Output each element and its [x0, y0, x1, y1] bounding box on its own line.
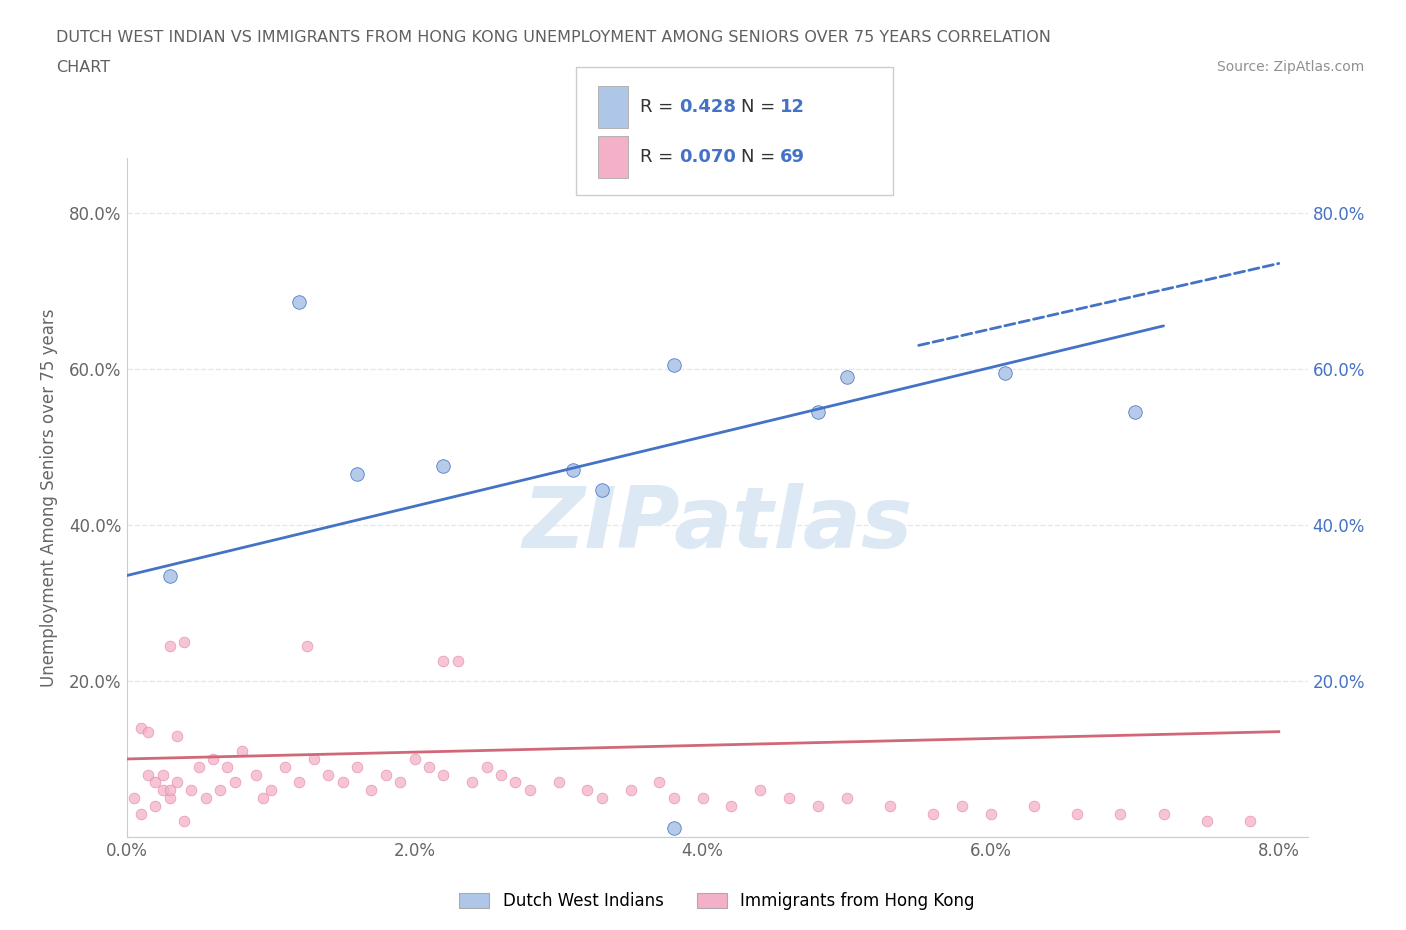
Point [461, 775, 484, 790]
Point [201, 751, 224, 766]
Point [122, 790, 145, 805]
Point [994, 365, 1017, 380]
Point [1109, 806, 1132, 821]
Point [662, 790, 685, 805]
Point [950, 798, 973, 813]
Point [143, 775, 166, 790]
Point [252, 790, 274, 805]
Point [159, 783, 181, 798]
Point [346, 759, 368, 774]
Point [749, 783, 772, 798]
Text: R =: R = [640, 99, 679, 116]
Point [519, 783, 541, 798]
Point [1153, 806, 1175, 821]
Point [662, 357, 685, 372]
Point [259, 783, 281, 798]
Point [620, 783, 643, 798]
Point [418, 759, 440, 774]
Point [136, 767, 159, 782]
Point [129, 806, 152, 821]
Point [217, 759, 239, 774]
Point [591, 483, 613, 498]
Point [389, 775, 412, 790]
Point [835, 790, 858, 805]
Point [576, 783, 599, 798]
Text: ZIPatlas: ZIPatlas [522, 484, 912, 566]
Point [547, 775, 569, 790]
Point [692, 790, 714, 805]
Point [432, 767, 454, 782]
Point [447, 654, 470, 669]
Point [432, 458, 454, 473]
Point [136, 724, 159, 739]
Point [187, 759, 209, 774]
Point [129, 721, 152, 736]
Legend: Dutch West Indians, Immigrants from Hong Kong: Dutch West Indians, Immigrants from Hong… [453, 885, 981, 917]
Point [1239, 814, 1261, 829]
Point [879, 798, 901, 813]
Point [404, 751, 426, 766]
Point [922, 806, 945, 821]
Point [152, 767, 174, 782]
Text: 69: 69 [780, 148, 806, 166]
Point [591, 790, 613, 805]
Text: N =: N = [741, 99, 780, 116]
Point [980, 806, 1002, 821]
Point [173, 814, 195, 829]
Point [505, 775, 527, 790]
Point [288, 775, 311, 790]
Text: 0.070: 0.070 [679, 148, 735, 166]
Text: R =: R = [640, 148, 679, 166]
Point [245, 767, 267, 782]
Text: DUTCH WEST INDIAN VS IMMIGRANTS FROM HONG KONG UNEMPLOYMENT AMONG SENIORS OVER 7: DUTCH WEST INDIAN VS IMMIGRANTS FROM HON… [56, 30, 1052, 45]
Point [173, 634, 195, 649]
Point [720, 798, 742, 813]
Point [807, 405, 830, 419]
Point [194, 790, 217, 805]
Text: Source: ZipAtlas.com: Source: ZipAtlas.com [1216, 60, 1364, 73]
Point [360, 783, 382, 798]
Point [475, 759, 498, 774]
Point [374, 767, 396, 782]
Point [648, 775, 671, 790]
Point [835, 369, 858, 384]
Point [143, 798, 166, 813]
Point [180, 783, 202, 798]
Point [302, 751, 325, 766]
Point [432, 654, 454, 669]
Point [346, 467, 368, 482]
Point [1066, 806, 1088, 821]
Point [1022, 798, 1045, 813]
Point [224, 775, 246, 790]
Text: 0.428: 0.428 [679, 99, 737, 116]
Point [159, 568, 181, 583]
Point [316, 767, 339, 782]
Point [332, 775, 354, 790]
Text: N =: N = [741, 148, 780, 166]
Point [231, 744, 253, 759]
Point [662, 820, 685, 835]
Point [152, 783, 174, 798]
Text: CHART: CHART [56, 60, 110, 74]
Text: 12: 12 [780, 99, 806, 116]
Point [1195, 814, 1218, 829]
Point [295, 638, 318, 653]
Point [166, 728, 188, 743]
Point [166, 775, 188, 790]
Point [807, 798, 830, 813]
Y-axis label: Unemployment Among Seniors over 75 years: Unemployment Among Seniors over 75 years [39, 309, 58, 686]
Point [562, 463, 585, 478]
Point [209, 783, 232, 798]
Point [274, 759, 297, 774]
Point [159, 638, 181, 653]
Point [1123, 405, 1146, 419]
Point [159, 790, 181, 805]
Point [778, 790, 800, 805]
Point [288, 295, 311, 310]
Point [489, 767, 512, 782]
